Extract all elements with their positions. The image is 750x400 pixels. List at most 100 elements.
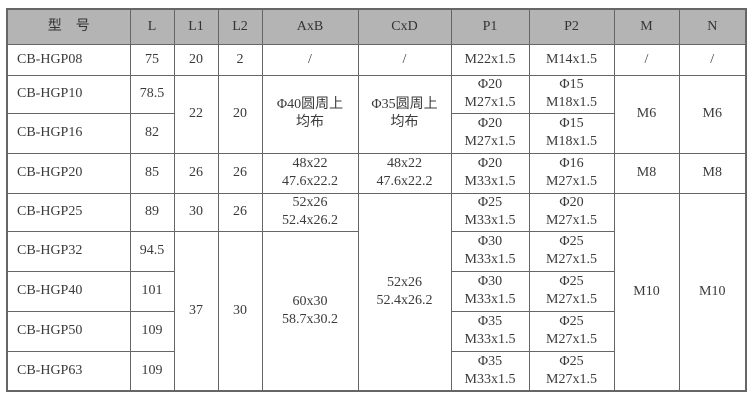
p1-line: Φ35 bbox=[477, 353, 503, 369]
table-row: CB-HGP50 109 Φ35 M33x1.5 Φ25 M27x1.5 bbox=[6, 310, 746, 352]
cell-l: 94.5 bbox=[129, 230, 175, 272]
cell-l1: 20 bbox=[173, 43, 219, 76]
axb-line: 52.4x26.2 bbox=[282, 213, 338, 228]
axb-line: Φ40圆周上 bbox=[276, 97, 344, 112]
p2-line: Φ16 bbox=[559, 156, 584, 171]
cell-p2: Φ25 M27x1.5 bbox=[528, 350, 615, 392]
p1-line: Φ20 bbox=[477, 156, 503, 171]
cell-cxd: 48x22 47.6x22.2 bbox=[357, 152, 452, 194]
cell-model: CB-HGP63 bbox=[6, 350, 131, 392]
table-row: CB-HGP20 85 26 26 48x22 47.6x22.2 48x22 47… bbox=[6, 152, 747, 194]
table-row: CB-HGP32 94.5 37 30 60x30 58.7x30.2 Φ30 M3… bbox=[6, 230, 746, 392]
cell-p2: Φ25 M27x1.5 bbox=[528, 310, 615, 352]
cell-model: CB-HGP16 bbox=[6, 112, 131, 154]
p2-line: Φ15 bbox=[559, 116, 584, 131]
cell-l: 89 bbox=[129, 192, 175, 232]
cxd-line: Φ35圆周上 bbox=[371, 97, 438, 112]
p2-line: M27x1.5 bbox=[546, 292, 597, 307]
p2-line: M27x1.5 bbox=[546, 252, 597, 267]
header-row: 型 号 L L1 L2 AxB CxD P1 P2 M N bbox=[6, 8, 747, 45]
cell-l: 109 bbox=[129, 350, 175, 392]
cell-n: M6 bbox=[678, 74, 747, 154]
cell-l: 82 bbox=[129, 112, 175, 154]
axb-line: 均布 bbox=[296, 115, 324, 130]
cell-axb: 52x26 52.4x26.2 bbox=[261, 192, 359, 232]
cell-l: 85 bbox=[129, 152, 175, 194]
header-l2: L2 bbox=[217, 8, 263, 45]
p2-line: M27x1.5 bbox=[546, 213, 597, 228]
cell-l2: 30 bbox=[217, 230, 263, 392]
cell-model: CB-HGP08 bbox=[6, 43, 131, 76]
cell-p2: M14x1.5 bbox=[528, 43, 615, 76]
cell-p2: Φ25 M27x1.5 bbox=[528, 270, 615, 312]
p1-line: M27x1.5 bbox=[464, 95, 516, 110]
cell-axb: / bbox=[261, 43, 359, 76]
header-axb: AxB bbox=[261, 8, 359, 45]
axb-line: 48x22 bbox=[292, 156, 328, 171]
cell-p1: Φ25 M33x1.5 bbox=[450, 192, 530, 232]
p2-line: M27x1.5 bbox=[546, 371, 597, 387]
cell-l2: 20 bbox=[217, 74, 263, 154]
cell-p2: Φ16 M27x1.5 bbox=[528, 152, 615, 194]
p1-line: Φ35 bbox=[477, 314, 503, 329]
cell-p1: Φ20 M27x1.5 bbox=[450, 112, 530, 154]
p2-line: M18x1.5 bbox=[546, 95, 597, 110]
p2-line: Φ25 bbox=[559, 314, 584, 329]
cell-l2: 2 bbox=[217, 43, 263, 76]
p1-line: M33x1.5 bbox=[464, 332, 516, 347]
cell-l2: 26 bbox=[217, 152, 263, 194]
table-row: CB-HGP10 78.5 22 20 Φ40圆周上 均布 Φ35圆周上 均布 Φ2… bbox=[6, 74, 747, 154]
cell-model: CB-HGP40 bbox=[6, 270, 131, 312]
p1-line: M33x1.5 bbox=[464, 174, 516, 189]
cell-p2: Φ15 M18x1.5 bbox=[528, 112, 615, 154]
table-row: CB-HGP63 109 Φ35 M33x1.5 Φ25 M27x1.5 bbox=[6, 350, 746, 392]
cell-l1: 30 bbox=[173, 192, 219, 232]
header-l1: L1 bbox=[173, 8, 219, 45]
p1-line: M33x1.5 bbox=[464, 213, 516, 228]
cell-m: M8 bbox=[613, 152, 680, 194]
cell-p1: Φ30 M33x1.5 bbox=[450, 270, 530, 312]
cxd-line: 47.6x22.2 bbox=[376, 174, 433, 189]
p2-line: Φ25 bbox=[559, 353, 584, 369]
p2-line: Φ25 bbox=[559, 274, 584, 289]
cell-l: 109 bbox=[129, 310, 175, 352]
p1-line: M33x1.5 bbox=[464, 292, 516, 307]
cell-l2: 26 bbox=[217, 192, 263, 232]
cell-p2: Φ25 M27x1.5 bbox=[528, 230, 615, 272]
cell-p1: M22x1.5 bbox=[450, 43, 530, 76]
header-m: M bbox=[613, 8, 680, 45]
cell-model: CB-HGP25 bbox=[6, 192, 131, 232]
cell-model: CB-HGP10 bbox=[6, 74, 131, 114]
cell-l: 78.5 bbox=[129, 74, 175, 114]
cell-m: / bbox=[613, 43, 680, 76]
cell-l1: 26 bbox=[173, 152, 219, 194]
cell-p1: Φ35 M33x1.5 bbox=[450, 350, 530, 392]
cell-axb: 60x30 58.7x30.2 bbox=[261, 230, 359, 392]
p2-line: M27x1.5 bbox=[546, 332, 597, 347]
p2-line: M27x1.5 bbox=[546, 174, 597, 189]
p2-line: Φ25 bbox=[559, 234, 584, 249]
header-p1: P1 bbox=[450, 8, 530, 45]
cell-p1: Φ20 M33x1.5 bbox=[450, 152, 530, 194]
cxd-line: 52x26 bbox=[387, 274, 422, 290]
p1-line: M27x1.5 bbox=[464, 134, 516, 149]
p2-line: Φ20 bbox=[559, 195, 584, 210]
cell-p1: Φ20 M27x1.5 bbox=[450, 74, 530, 114]
table-row: CB-HGP08 75 20 2 / / M22x1.5 M14x1.5 / / bbox=[6, 43, 747, 76]
cell-n: M10 bbox=[678, 192, 747, 392]
cell-axb: 48x22 47.6x22.2 bbox=[261, 152, 359, 194]
table-row: CB-HGP25 89 30 26 52x26 52.4x26.2 52x26 52… bbox=[6, 192, 747, 392]
spec-table: 型 号 L L1 L2 AxB CxD P1 P2 M N CB-HGP08 7… bbox=[6, 8, 747, 392]
cell-p2: Φ15 M18x1.5 bbox=[528, 74, 615, 114]
p1-line: Φ30 bbox=[477, 234, 503, 249]
p1-line: M33x1.5 bbox=[464, 371, 516, 387]
cell-cxd: / bbox=[357, 43, 452, 76]
header-p2: P2 bbox=[528, 8, 615, 45]
axb-line: 52x26 bbox=[292, 195, 328, 210]
cell-axb: Φ40圆周上 均布 bbox=[261, 74, 359, 154]
p1-line: Φ30 bbox=[477, 274, 503, 289]
cell-model: CB-HGP20 bbox=[6, 152, 131, 194]
cell-p1: Φ30 M33x1.5 bbox=[450, 230, 530, 272]
axb-line: 58.7x30.2 bbox=[282, 311, 338, 327]
cell-cxd: Φ35圆周上 均布 bbox=[357, 74, 452, 154]
